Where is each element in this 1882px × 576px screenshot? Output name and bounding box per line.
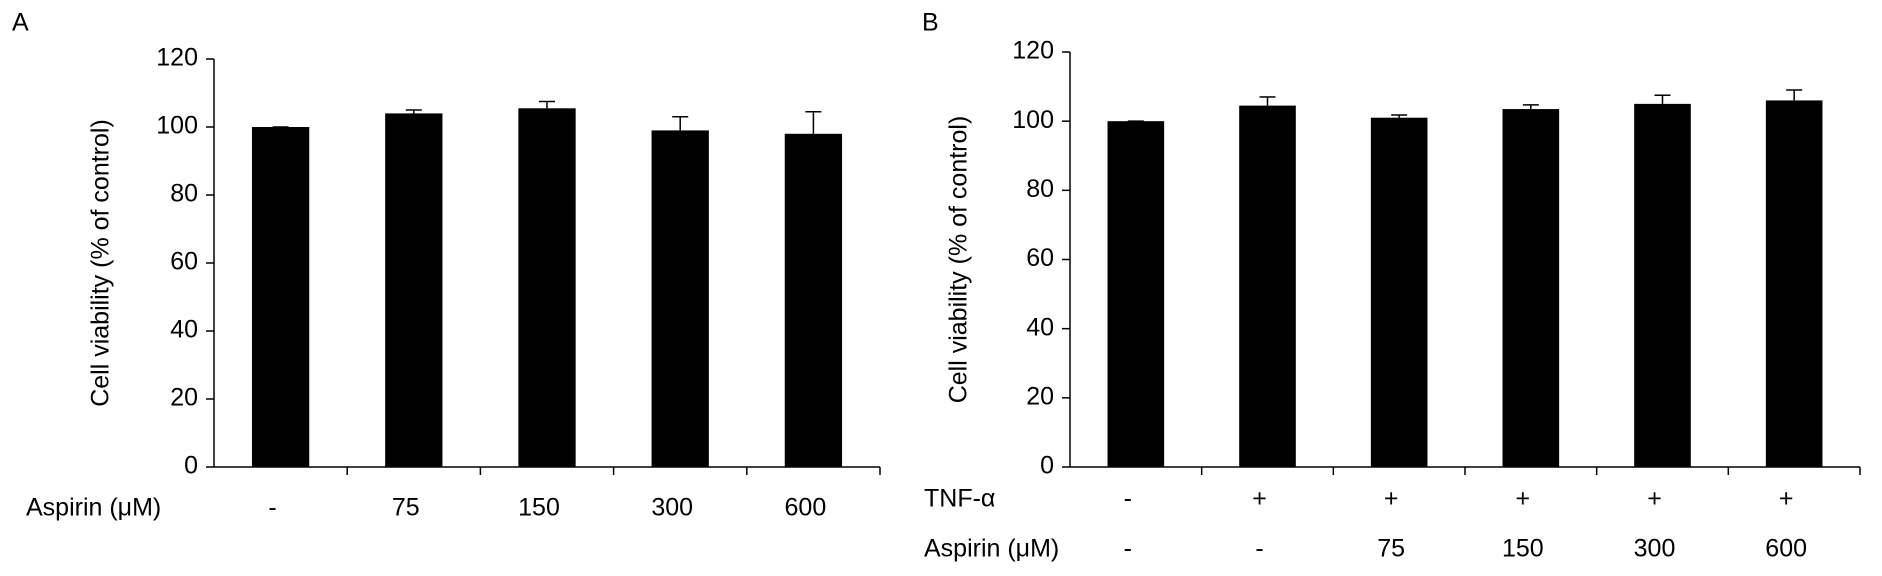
x-tick-label: 600 [785, 494, 827, 522]
x-tick-label: + [1647, 485, 1662, 513]
row-label: Aspirin (μM) [924, 535, 1059, 563]
y-tick-label: 80 [1026, 175, 1054, 203]
y-tick-label: 60 [170, 248, 198, 276]
x-tick-label: + [1779, 485, 1794, 513]
bar [1502, 109, 1560, 467]
bar [518, 108, 576, 468]
y-tick-label: 0 [184, 452, 198, 480]
y-tick-label: 40 [1026, 313, 1054, 341]
x-tick-label: 75 [1377, 535, 1405, 563]
x-tick-label: + [1516, 485, 1531, 513]
y-axis-label: Cell viability (% of control) [945, 116, 973, 404]
bar [1634, 103, 1691, 467]
y-axis-label: Cell viability (% of control) [87, 119, 115, 407]
bar [1765, 100, 1823, 468]
x-tick-label: 600 [1765, 535, 1807, 563]
x-tick-label: - [1124, 535, 1132, 563]
y-tick-label: 100 [1012, 106, 1054, 134]
bar [1107, 121, 1165, 468]
x-tick-label: - [1255, 535, 1263, 563]
x-tick-label: + [1384, 485, 1399, 513]
bar [651, 130, 709, 467]
y-tick-label: 120 [156, 44, 198, 72]
x-tick-label: 300 [1634, 535, 1676, 563]
x-tick-label: - [268, 494, 276, 522]
y-tick-label: 40 [170, 316, 198, 344]
bar [251, 127, 310, 467]
y-tick-label: 80 [170, 180, 198, 208]
y-tick-label: 120 [1012, 37, 1054, 65]
bar [784, 133, 843, 468]
x-tick-label: + [1252, 485, 1267, 513]
x-tick-label: 150 [1502, 535, 1544, 563]
y-tick-label: 60 [1026, 244, 1054, 272]
x-tick-label: 75 [392, 494, 420, 522]
y-tick-label: 20 [170, 384, 198, 412]
y-tick-label: 20 [1026, 382, 1054, 410]
panel-label: A [12, 9, 29, 37]
x-tick-label: 150 [518, 494, 560, 522]
x-tick-label: 300 [651, 494, 693, 522]
row-label: Aspirin (μM) [26, 494, 161, 522]
panel-label: B [922, 9, 939, 37]
row-label: TNF-α [924, 485, 995, 513]
bar [1370, 117, 1428, 467]
x-tick-label: - [1124, 485, 1132, 513]
bar [385, 113, 443, 468]
y-tick-label: 0 [1040, 452, 1054, 480]
y-tick-label: 100 [156, 112, 198, 140]
bar [1239, 105, 1296, 468]
